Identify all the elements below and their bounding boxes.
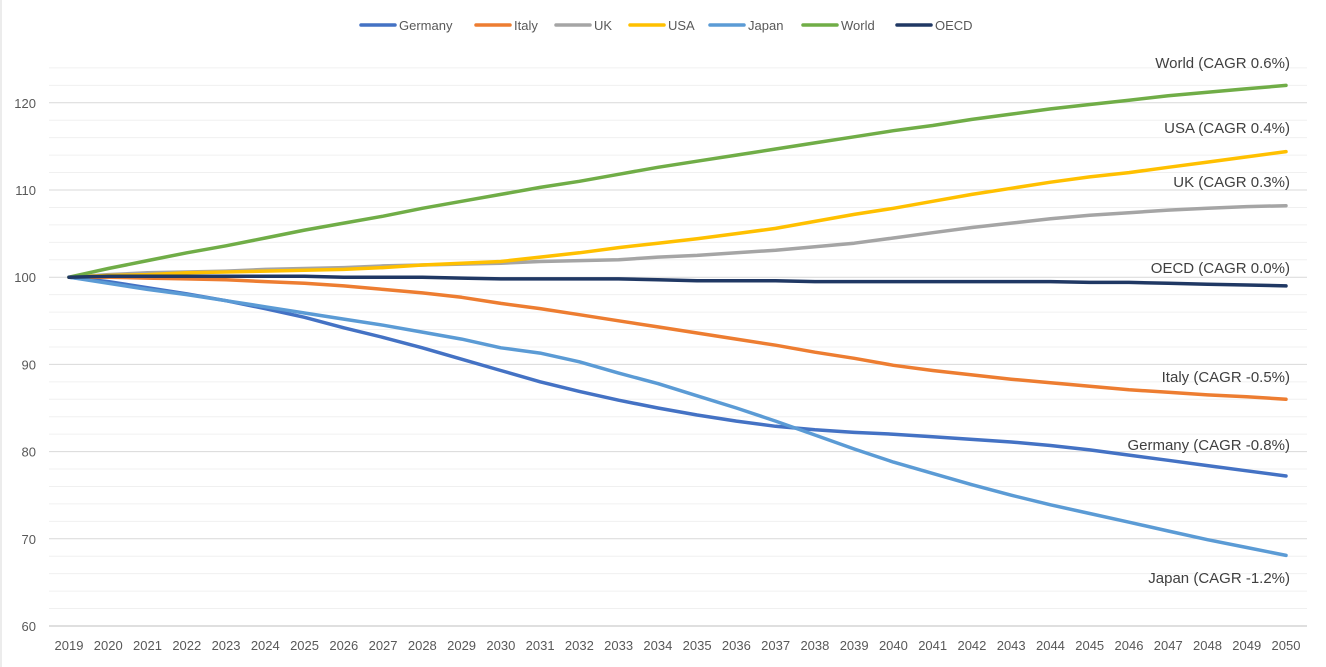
end-label-usa: USA (CAGR 0.4%): [1164, 120, 1290, 137]
legend-label: USA: [668, 18, 695, 33]
x-tick-label: 2044: [1036, 638, 1065, 653]
x-tick-label: 2024: [251, 638, 280, 653]
end-label-italy: Italy (CAGR -0.5%): [1162, 369, 1290, 386]
end-label-uk: UK (CAGR 0.3%): [1173, 174, 1290, 191]
x-tick-label: 2032: [565, 638, 594, 653]
x-tick-label: 2020: [94, 638, 123, 653]
x-tick-label: 2025: [290, 638, 319, 653]
x-tick-label: 2036: [722, 638, 751, 653]
x-tick-label: 2040: [879, 638, 908, 653]
y-tick-label: 80: [22, 445, 36, 460]
legend-label: Germany: [399, 18, 453, 33]
legend-label: Italy: [514, 18, 538, 33]
x-tick-label: 2045: [1075, 638, 1104, 653]
x-tick-label: 2033: [604, 638, 633, 653]
y-tick-label: 90: [22, 357, 36, 372]
x-tick-label: 2019: [55, 638, 84, 653]
x-tick-label: 2031: [526, 638, 555, 653]
legend-item-oecd[interactable]: OECD: [895, 18, 973, 33]
y-tick-label: 110: [15, 183, 36, 198]
end-label-world: World (CAGR 0.6%): [1155, 55, 1290, 72]
x-tick-label: 2035: [683, 638, 712, 653]
y-tick-label: 60: [22, 619, 36, 634]
legend-label: World: [841, 18, 875, 33]
x-tick-label: 2021: [133, 638, 162, 653]
legend-label: Japan: [748, 18, 783, 33]
legend-item-italy[interactable]: Italy: [474, 18, 538, 33]
x-tick-label: 2022: [172, 638, 201, 653]
legend: Germany Italy UK USA Japan World OECD: [359, 18, 973, 33]
legend-item-usa[interactable]: USA: [628, 18, 695, 33]
x-tick-label: 2049: [1232, 638, 1261, 653]
x-tick-label: 2043: [997, 638, 1026, 653]
x-tick-label: 2028: [408, 638, 437, 653]
x-tick-label: 2029: [447, 638, 476, 653]
end-label-japan: Japan (CAGR -1.2%): [1148, 570, 1290, 587]
series-line-world: [67, 83, 1288, 279]
series-line-italy: [67, 275, 1288, 402]
legend-item-japan[interactable]: Japan: [708, 18, 783, 33]
x-tick-label: 2034: [643, 638, 672, 653]
x-tick-label: 2023: [212, 638, 241, 653]
series-line-oecd: [67, 274, 1288, 288]
series-line-usa: [67, 149, 1288, 279]
series-line-germany: [67, 275, 1288, 478]
y-tick-label: 120: [14, 96, 36, 111]
x-tick-label: 2037: [761, 638, 790, 653]
x-tick-label: 2050: [1272, 638, 1301, 653]
series-line-japan: [67, 275, 1288, 558]
end-label-layer: Germany (CAGR -0.8%) Italy (CAGR -0.5%) UK…: [1127, 55, 1290, 587]
x-tick-label: 2046: [1115, 638, 1144, 653]
y-tick-label: 70: [22, 532, 36, 547]
legend-item-germany[interactable]: Germany: [359, 18, 453, 33]
x-tick-label: 2039: [840, 638, 869, 653]
end-label-oecd: OECD (CAGR 0.0%): [1151, 260, 1290, 277]
x-tick-label: 2041: [918, 638, 947, 653]
x-tick-label: 2030: [486, 638, 515, 653]
x-tick-label: 2038: [800, 638, 829, 653]
grid-layer: [49, 67, 1307, 610]
end-label-germany: Germany (CAGR -0.8%): [1127, 437, 1290, 454]
series-layer: [67, 83, 1288, 558]
x-tick-label: 2048: [1193, 638, 1222, 653]
x-tick-label: 2027: [369, 638, 398, 653]
x-tick-label: 2042: [957, 638, 986, 653]
x-tick-label: 2026: [329, 638, 358, 653]
x-tick-label: 2047: [1154, 638, 1183, 653]
legend-item-world[interactable]: World: [801, 18, 875, 33]
legend-label: UK: [594, 18, 612, 33]
y-tick-label: 100: [14, 270, 36, 285]
legend-item-uk[interactable]: UK: [554, 18, 612, 33]
legend-label: OECD: [935, 18, 973, 33]
